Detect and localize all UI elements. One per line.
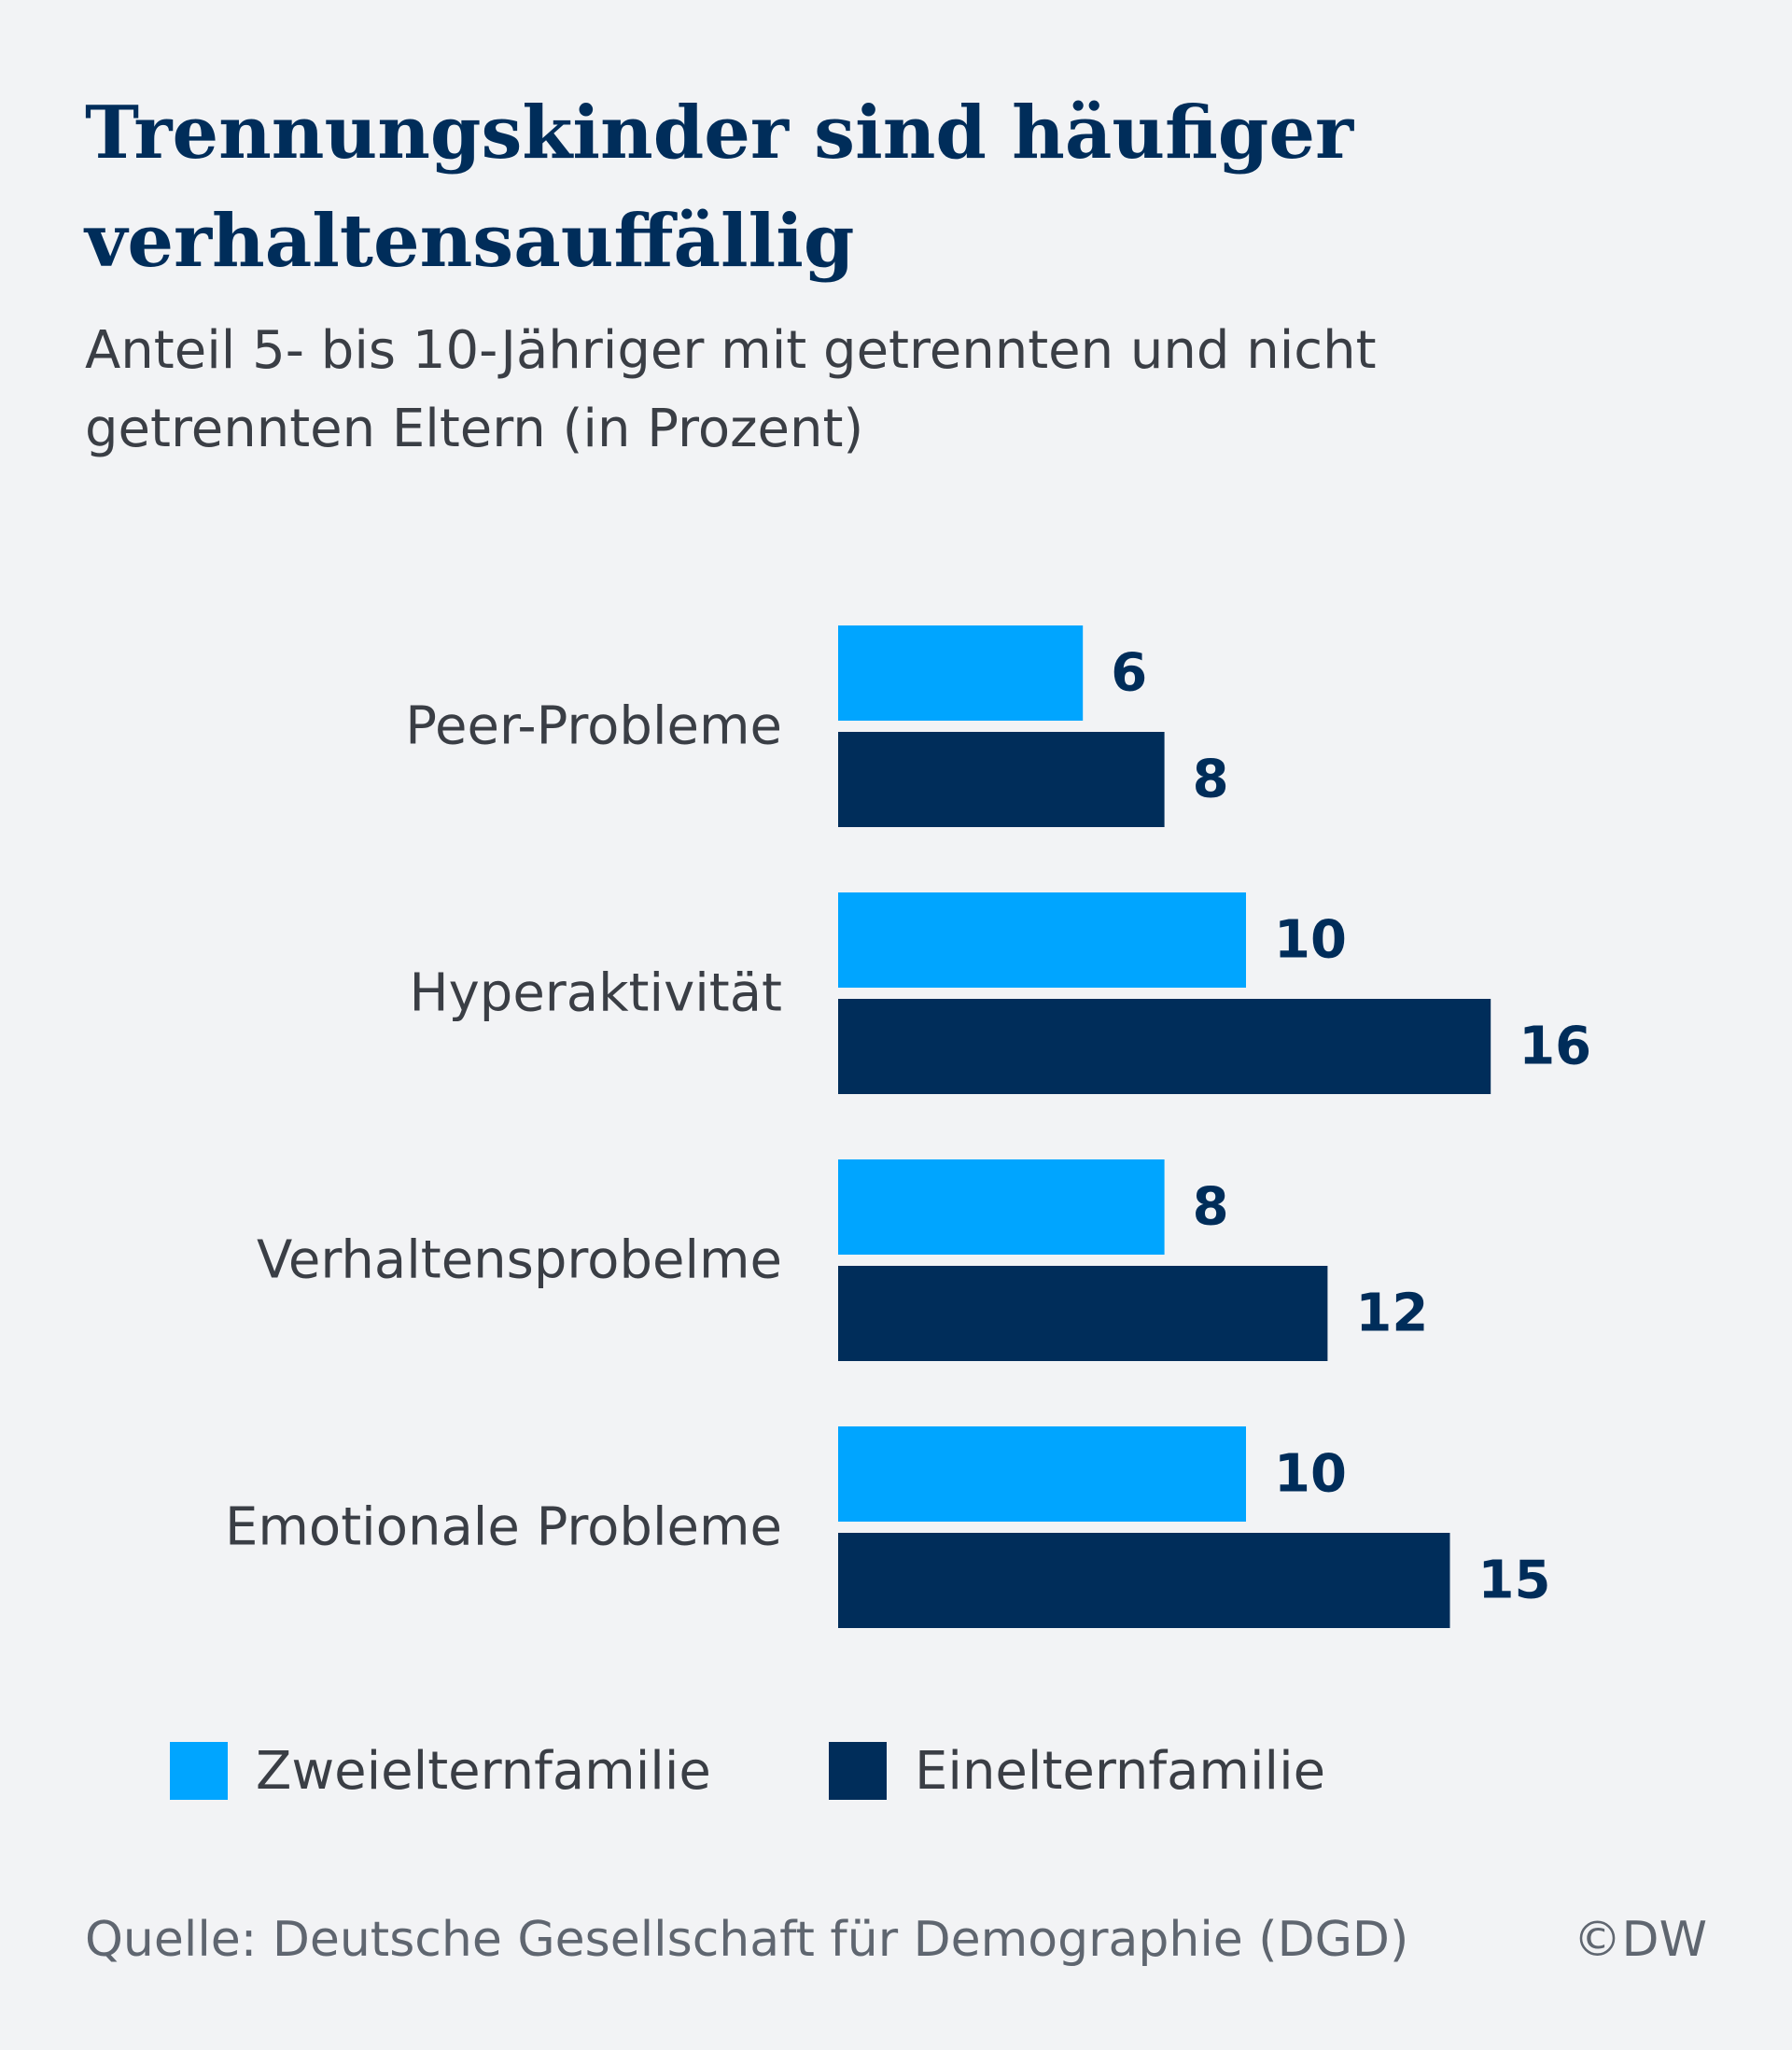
category-label-hyperaktivitaet: Hyperaktivität: [410, 963, 782, 1024]
value-label-emotionale-probleme-einelternfamilie: 15: [1478, 1551, 1551, 1611]
bar-hyperaktivitaet-zweielternfamilie: [838, 892, 1246, 988]
category-label-emotionale-probleme: Emotionale Probleme: [225, 1497, 782, 1558]
bar-emotionale-probleme-einelternfamilie: [838, 1533, 1450, 1628]
legend-item-zweielternfamilie: Zweielternfamilie: [170, 1740, 711, 1802]
category-label-peer-probleme: Peer-Probleme: [405, 696, 782, 757]
bar-verhaltensprobelme-einelternfamilie: [838, 1266, 1328, 1361]
value-label-verhaltensprobelme-zweielternfamilie: 8: [1193, 1177, 1229, 1238]
legend-label-einelternfamilie: Einelternfamilie: [915, 1740, 1326, 1802]
value-label-hyperaktivitaet-einelternfamilie: 16: [1519, 1017, 1591, 1077]
value-label-peer-probleme-zweielternfamilie: 6: [1111, 643, 1147, 704]
chart-subtitle: Anteil 5- bis 10-Jähriger mit getrennten…: [85, 320, 1377, 459]
bar-peer-probleme-zweielternfamilie: [838, 625, 1084, 721]
bar-verhaltensprobelme-zweielternfamilie: [838, 1159, 1165, 1255]
bar-hyperaktivitaet-einelternfamilie: [838, 999, 1491, 1094]
value-label-verhaltensprobelme-einelternfamilie: 12: [1355, 1284, 1428, 1344]
value-label-peer-probleme-einelternfamilie: 8: [1193, 750, 1229, 810]
bar-emotionale-probleme-zweielternfamilie: [838, 1426, 1246, 1522]
legend-item-einelternfamilie: Einelternfamilie: [829, 1740, 1326, 1802]
legend-swatch-zweielternfamilie: [170, 1742, 228, 1800]
value-label-hyperaktivitaet-zweielternfamilie: 10: [1274, 910, 1347, 971]
legend-swatch-einelternfamilie: [829, 1742, 887, 1800]
legend-label-zweielternfamilie: Zweielternfamilie: [256, 1740, 711, 1802]
chart-title: Trennungskinder sind häufiger verhaltens…: [85, 91, 1354, 284]
bar-peer-probleme-einelternfamilie: [838, 732, 1165, 827]
category-label-verhaltensprobelme: Verhaltensprobelme: [257, 1230, 782, 1291]
value-label-emotionale-probleme-zweielternfamilie: 10: [1274, 1444, 1347, 1505]
copyright-note: ©DW: [1573, 1912, 1707, 1968]
source-note: Quelle: Deutsche Gesellschaft für Demogr…: [85, 1912, 1409, 1968]
